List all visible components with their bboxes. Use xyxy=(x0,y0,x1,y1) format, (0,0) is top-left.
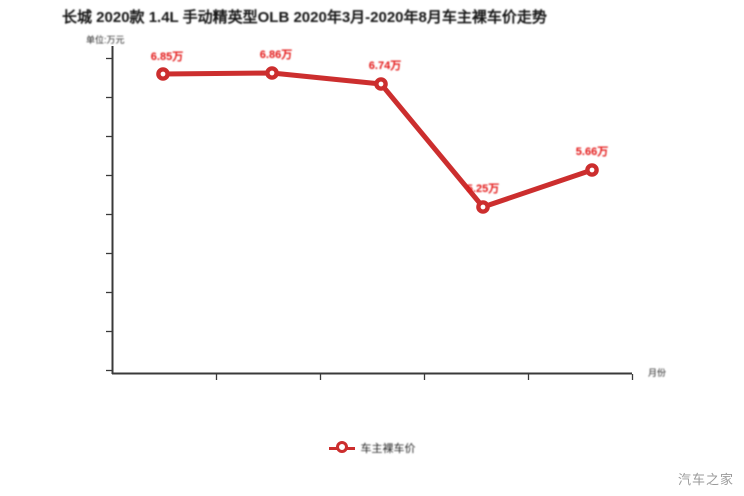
data-point-label: 6.85万 xyxy=(150,51,184,63)
y-axis-ticks xyxy=(106,57,112,372)
data-point-marker[interactable] xyxy=(265,66,279,80)
watermark: 汽车之家 xyxy=(677,472,734,487)
y-axis-unit-label: 单位:万元 xyxy=(86,35,125,45)
data-point-marker[interactable] xyxy=(585,163,599,177)
data-point-marker[interactable] xyxy=(374,77,388,91)
series-markers xyxy=(156,66,599,214)
x-axis-name-label: 月份 xyxy=(648,368,667,378)
data-point-label: 5.66万 xyxy=(575,146,609,158)
data-point-marker[interactable] xyxy=(156,67,170,81)
data-point-label: 6.74万 xyxy=(368,60,402,72)
data-point-marker[interactable] xyxy=(476,200,490,214)
series-line-owner-price xyxy=(160,70,595,210)
circle-marker-icon xyxy=(328,440,355,456)
legend-series-label[interactable]: 车主裸车价 xyxy=(360,443,416,455)
chart-title: 长城 2020款 1.4L 手动精英型OLB 2020年3月-2020年8月车主… xyxy=(62,9,547,26)
data-point-label: 6.86万 xyxy=(259,49,293,61)
x-axis-ticks xyxy=(215,374,634,380)
data-point-label: 5.25万 xyxy=(466,183,500,195)
chart-legend: 车主裸车价 xyxy=(0,440,744,456)
